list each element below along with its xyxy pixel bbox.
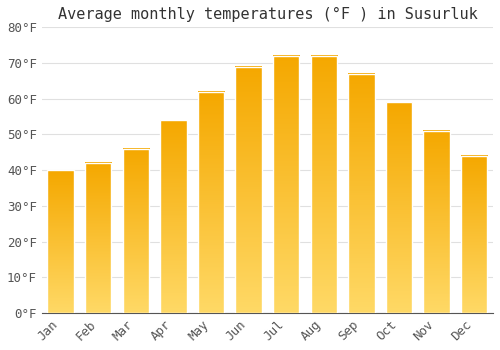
- Bar: [48, 170, 74, 313]
- Bar: [424, 131, 450, 313]
- Bar: [85, 163, 112, 313]
- Bar: [122, 149, 149, 313]
- Title: Average monthly temperatures (°F ) in Susurluk: Average monthly temperatures (°F ) in Su…: [58, 7, 478, 22]
- Bar: [160, 120, 186, 313]
- Bar: [236, 66, 262, 313]
- Bar: [310, 56, 337, 313]
- Bar: [386, 102, 412, 313]
- Bar: [273, 56, 299, 313]
- Bar: [348, 74, 374, 313]
- Bar: [198, 92, 224, 313]
- Bar: [461, 156, 487, 313]
